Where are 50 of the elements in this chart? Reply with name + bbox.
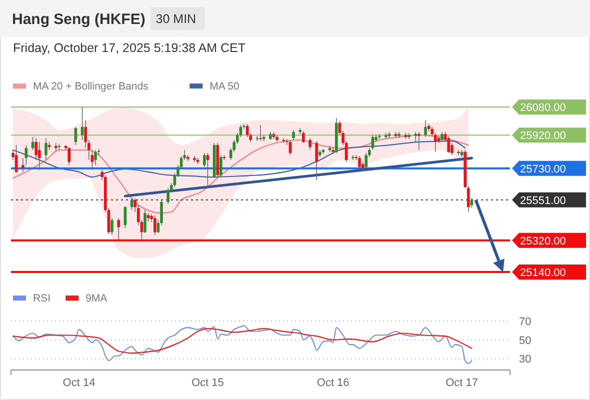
- candlestick: [110, 218, 114, 236]
- chart-subtitle: Friday, October 17, 2025 5:19:38 AM CET: [13, 41, 246, 55]
- candlestick: [14, 144, 18, 174]
- line-series: [12, 328, 472, 354]
- candlestick: [117, 218, 120, 240]
- candlestick: [414, 132, 418, 142]
- text: 30 MIN: [156, 12, 196, 26]
- line-series: [12, 140, 466, 178]
- y-tick-label: 25920.00: [520, 130, 566, 142]
- candlestick: [358, 156, 361, 168]
- candlestick: [440, 132, 444, 142]
- candlestick: [302, 130, 305, 144]
- y-tick-label: 70: [519, 316, 532, 328]
- y-tick-label: 25730.00: [520, 163, 566, 176]
- candlestick: [68, 146, 70, 166]
- candlestick: [206, 152, 210, 188]
- y-tick-label: 26080.00: [520, 102, 566, 114]
- candlestick: [424, 120, 427, 138]
- candlestick: [447, 136, 450, 154]
- candlestick: [74, 126, 78, 146]
- candlestick: [308, 138, 312, 150]
- candlestick: [21, 158, 24, 172]
- candlestick: [38, 142, 41, 170]
- chart-title: Hang Seng (HKFE): [12, 11, 146, 28]
- candlestick: [332, 146, 335, 154]
- y-tick-label: 50: [519, 334, 532, 347]
- y-tick-label: 25140.00: [520, 267, 566, 279]
- x-tick-label: Oct 14: [62, 377, 96, 389]
- candlestick: [219, 154, 222, 178]
- y-tick-label: 30: [519, 354, 532, 366]
- y-tick-label: 25551.00: [520, 194, 566, 207]
- candlestick: [315, 140, 318, 180]
- x-tick-label: Oct 16: [316, 377, 350, 389]
- candlestick: [418, 132, 420, 150]
- legend-label: 9MA: [86, 292, 108, 304]
- legend-label: MA 50: [210, 80, 240, 92]
- candlestick: [352, 154, 354, 160]
- line-series: [12, 325, 472, 364]
- y-tick-label: 25320.00: [520, 235, 566, 248]
- x-tick-label: Oct 15: [191, 377, 224, 389]
- legend-label: RSI: [33, 292, 51, 304]
- x-tick-label: Oct 17: [446, 377, 478, 389]
- legend-label: MA 20 + Bollinger Bands: [33, 80, 148, 92]
- candlestick: [457, 150, 460, 156]
- candlestick: [54, 142, 58, 152]
- candlestick: [259, 124, 262, 142]
- candlestick: [153, 214, 156, 236]
- candlestick: [292, 130, 295, 140]
- candlestick: [44, 138, 48, 160]
- candlestick: [282, 138, 285, 144]
